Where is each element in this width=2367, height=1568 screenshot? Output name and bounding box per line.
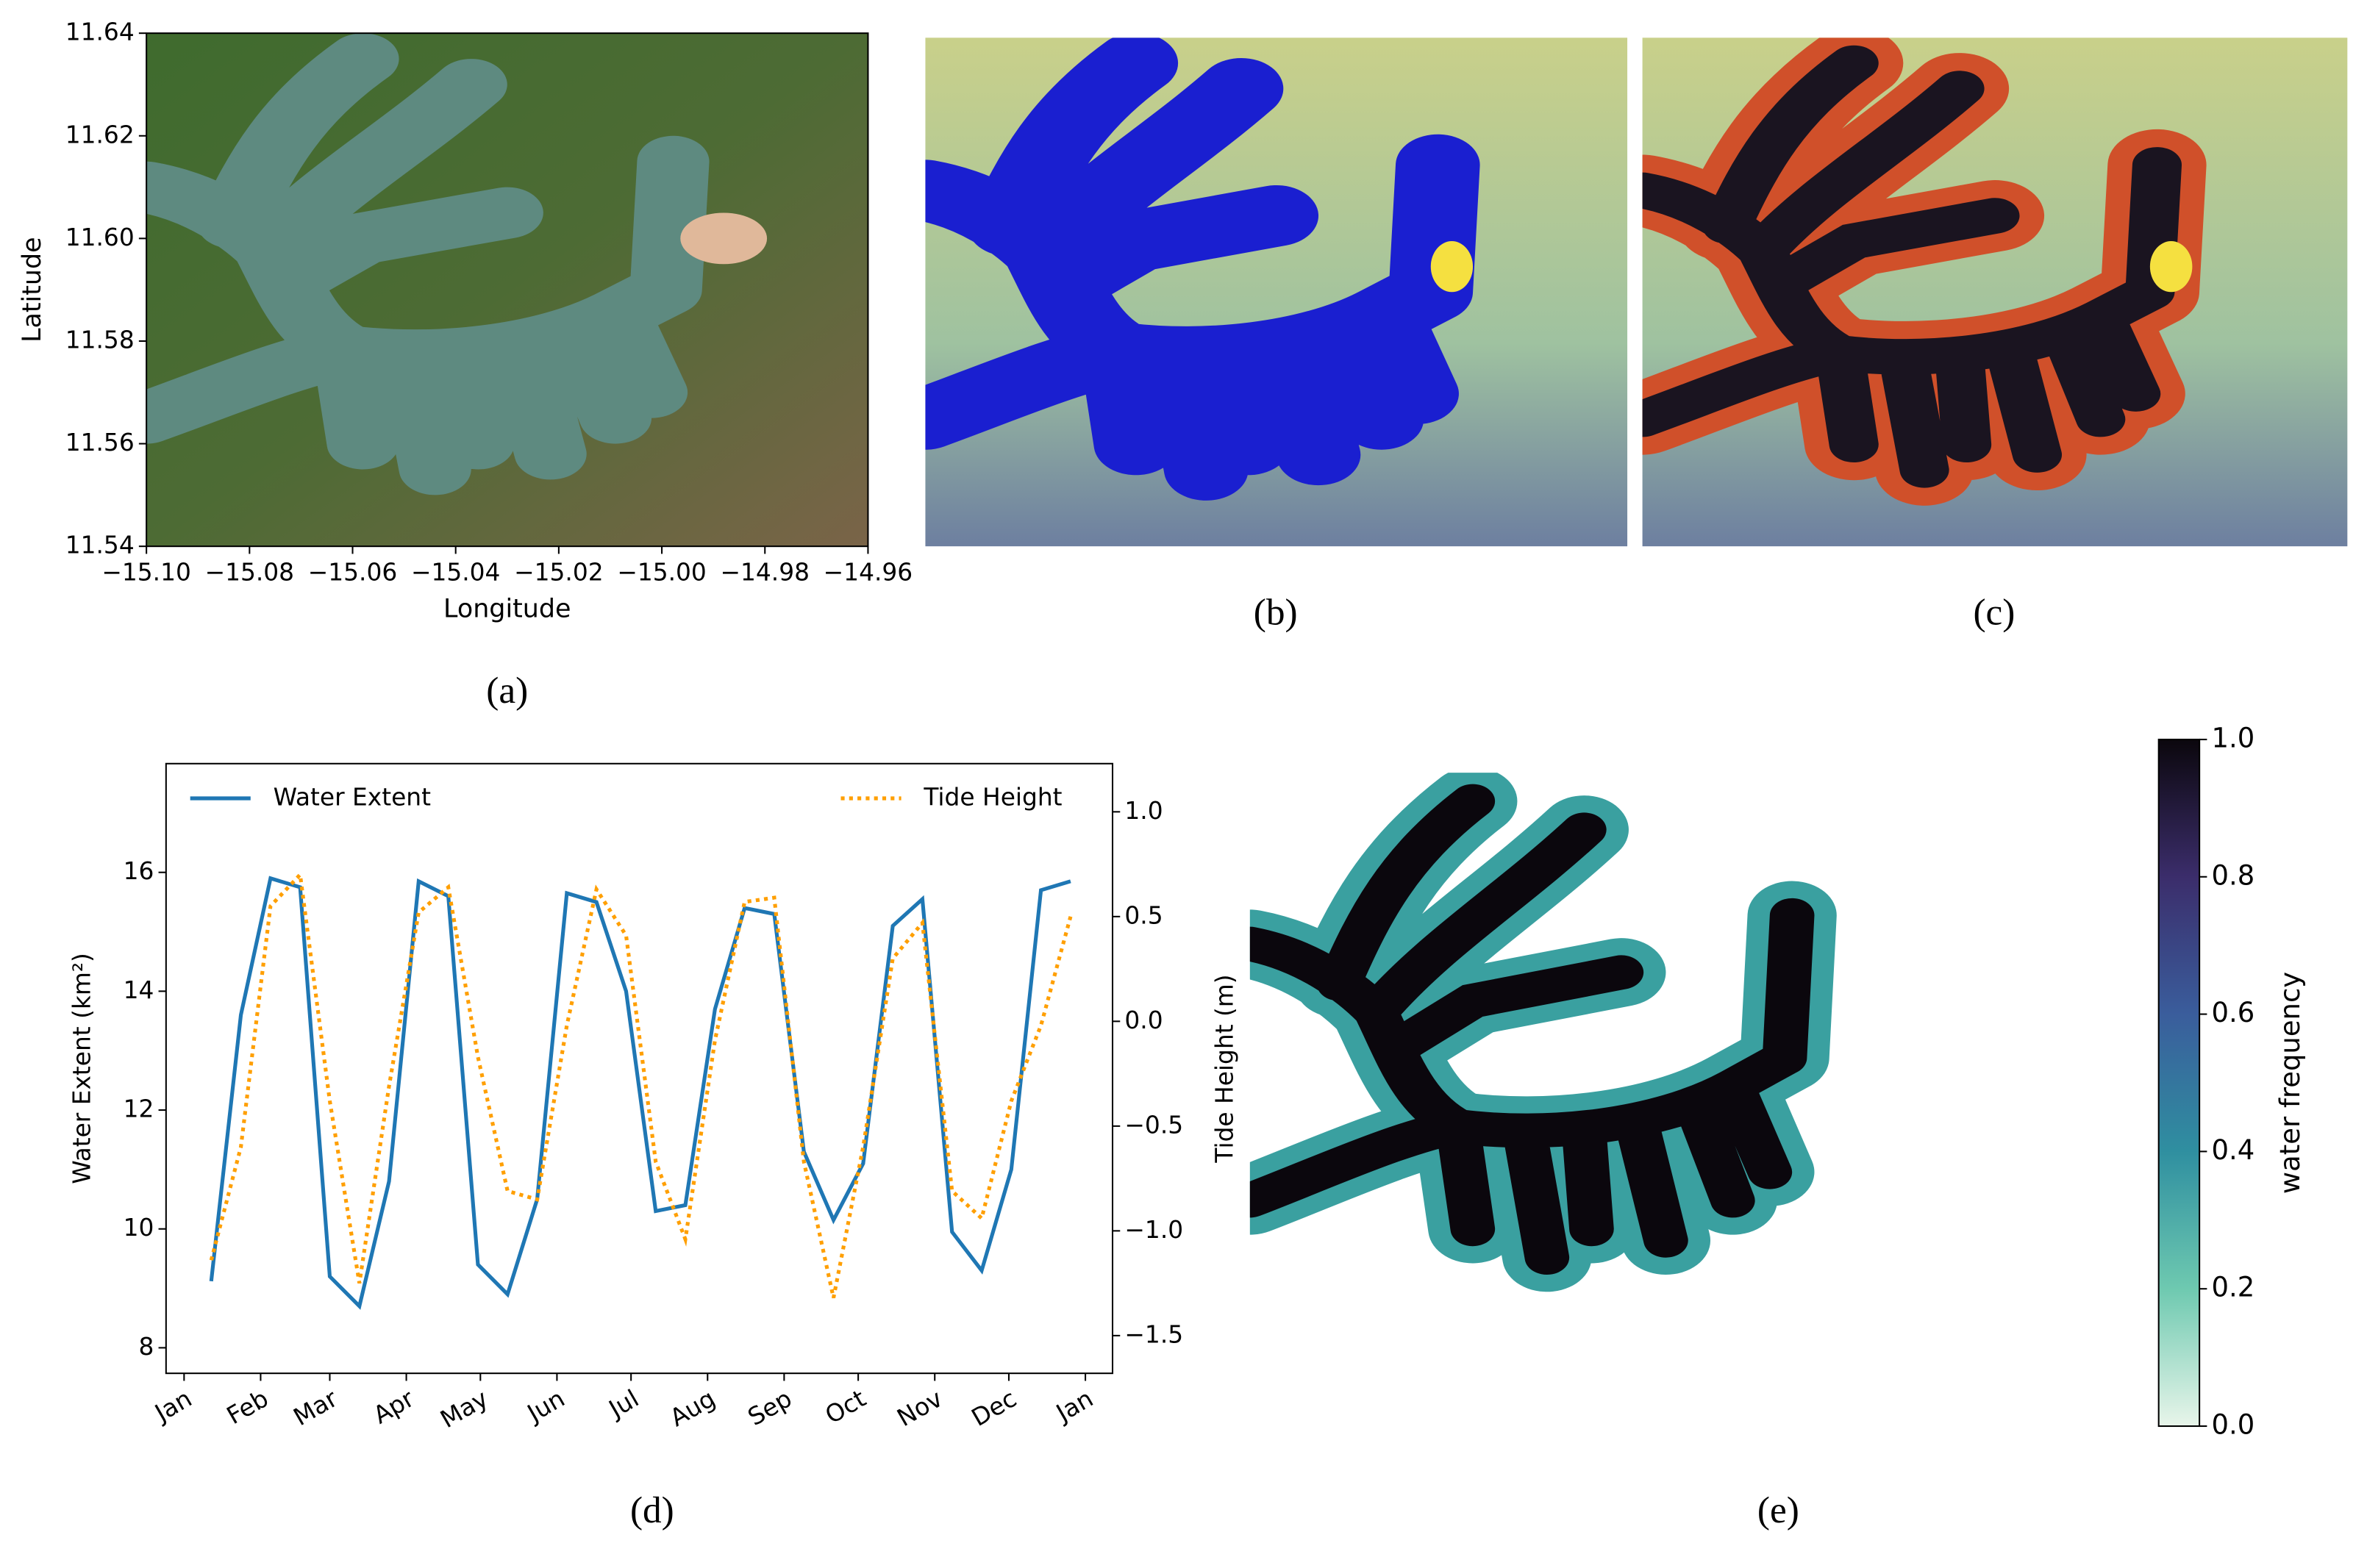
x-axis-label: Longitude [443, 594, 571, 623]
panel-label: (a) [486, 670, 528, 712]
plot-frame [165, 762, 1114, 1375]
x-tick-label: Apr [368, 1384, 419, 1430]
y-tick-label: 11.58 [65, 326, 135, 354]
x-tick-label: −15.04 [411, 559, 501, 587]
colorbar-tick-label: 1.0 [2212, 722, 2255, 753]
legend-label: Water Extent [274, 784, 432, 812]
image-a [146, 32, 869, 548]
panel-label: (b) [1254, 591, 1298, 633]
x-tick-label: −15.02 [514, 559, 604, 587]
y-tick-label: 10 [124, 1214, 154, 1242]
legend-label: Tide Height [923, 784, 1062, 812]
x-tick-label: Jul [603, 1384, 643, 1424]
image-c [1642, 37, 2348, 547]
y-tick-label: 11.60 [65, 223, 135, 251]
colorbar [2157, 738, 2201, 1428]
colorbar-tick-label: 0.2 [2212, 1272, 2255, 1303]
y2-tick-label: −1.5 [1124, 1320, 1183, 1348]
x-tick-label: −15.06 [308, 559, 398, 587]
y-tick-label: 12 [124, 1095, 154, 1123]
x-tick-label: Jan [1050, 1384, 1098, 1428]
x-tick-label: −15.10 [101, 559, 191, 587]
colorbar-tick-label: 0.8 [2212, 859, 2255, 891]
panel-label: (c) [1973, 591, 2015, 633]
x-tick-label: −15.00 [617, 559, 707, 587]
image-b [925, 37, 1628, 547]
y-tick-label: 14 [124, 976, 154, 1004]
colorbar-tick-label: 0.0 [2212, 1409, 2255, 1441]
x-tick-label: Dec [967, 1384, 1021, 1432]
y-tick-label: 11.56 [65, 429, 135, 457]
x-tick-label: Aug [665, 1384, 721, 1432]
panel-label: (d) [630, 1489, 674, 1531]
x-tick-label: Feb [222, 1384, 273, 1430]
data-line [209, 870, 1073, 1299]
y2-tick-label: 1.0 [1124, 797, 1163, 825]
colorbar-tick-label: 0.6 [2212, 997, 2255, 1028]
y2-tick-label: 0.0 [1124, 1006, 1163, 1034]
x-tick-label: May [435, 1384, 493, 1433]
x-tick-label: Mar [289, 1384, 343, 1431]
y-tick-label: 8 [139, 1333, 154, 1361]
colorbar-tick-label: 0.4 [2212, 1134, 2255, 1166]
x-tick-label: −15.08 [205, 559, 295, 587]
x-tick-label: Oct [821, 1384, 871, 1429]
x-tick-label: Nov [893, 1384, 947, 1432]
panel-label: (e) [1757, 1489, 1799, 1531]
x-tick-label: Jan [149, 1384, 197, 1428]
x-tick-label: −14.96 [824, 559, 913, 587]
y-tick-label: 16 [124, 857, 154, 885]
y2-tick-label: −1.0 [1124, 1216, 1183, 1244]
data-line [209, 876, 1071, 1310]
y-tick-label: 11.54 [65, 531, 135, 559]
y-axis-label: Latitude [18, 237, 47, 343]
x-tick-label: Sep [743, 1384, 797, 1431]
y2-axis-label: Tide Height (m) [1210, 974, 1238, 1163]
y2-tick-label: 0.5 [1124, 901, 1163, 929]
colorbar-label: water frequency [2274, 972, 2306, 1194]
y-tick-label: 11.62 [65, 121, 135, 148]
x-tick-label: Jun [521, 1384, 569, 1428]
x-tick-label: −14.98 [721, 559, 810, 587]
y2-tick-label: −0.5 [1124, 1111, 1183, 1139]
y-axis-label: Water Extent (km²) [68, 953, 96, 1184]
y-tick-label: 11.64 [65, 18, 135, 46]
image-e [1250, 801, 1792, 1258]
